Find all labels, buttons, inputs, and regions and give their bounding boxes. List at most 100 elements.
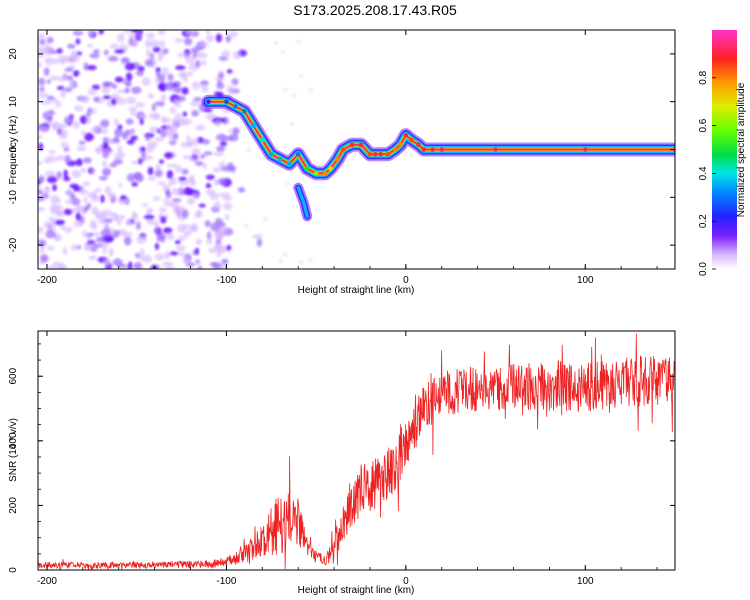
noise-blob <box>157 181 166 186</box>
noise-blob <box>152 196 161 201</box>
noise-blob <box>38 206 46 212</box>
noise-blob <box>193 97 203 102</box>
noise-blob <box>132 39 138 47</box>
noise-blob <box>216 249 221 258</box>
noise-blob <box>176 223 186 233</box>
noise-blob <box>76 145 87 152</box>
noise-blob <box>63 208 73 216</box>
noise-blob <box>75 212 81 222</box>
noise-blob <box>102 160 107 168</box>
noise-blob <box>139 118 144 126</box>
noise-blob <box>185 135 192 140</box>
noise-blob <box>181 87 189 95</box>
noise-blob <box>205 174 215 180</box>
ridge-point <box>313 171 319 176</box>
noise-blob <box>244 224 249 228</box>
noise-blob <box>125 118 134 125</box>
ridge-point <box>278 156 283 162</box>
noise-blob <box>114 76 124 83</box>
noise-blob <box>181 209 189 219</box>
noise-blob <box>79 115 88 125</box>
noise-blob <box>58 123 68 129</box>
noise-blob <box>98 175 108 181</box>
snr-y-axis-label: SNR (10 * v/v) <box>8 418 19 482</box>
noise-blob <box>231 89 237 94</box>
noise-blob <box>38 92 49 98</box>
noise-blob <box>167 73 174 82</box>
noise-blob <box>86 232 95 237</box>
snr-y-tick-label: 600 <box>8 367 19 384</box>
noise-blob <box>169 139 177 146</box>
noise-blob <box>89 219 97 228</box>
ridge-point <box>233 104 238 109</box>
noise-blob <box>225 135 234 142</box>
noise-blob <box>112 230 121 238</box>
noise-blob <box>154 253 165 261</box>
noise-blob <box>44 57 54 66</box>
noise-blob <box>75 38 81 45</box>
noise-blob <box>98 219 106 225</box>
noise-blob <box>98 30 104 35</box>
noise-blob <box>227 165 237 172</box>
noise-blob <box>296 40 301 44</box>
noise-blob <box>40 100 52 105</box>
noise-blob <box>263 217 268 221</box>
spectrogram-y-tick-label: -20 <box>8 237 19 252</box>
noise-blob <box>60 89 67 99</box>
noise-blob <box>228 31 239 38</box>
noise-blob <box>63 176 71 182</box>
ridge-point <box>304 166 310 171</box>
noise-blob <box>102 218 113 224</box>
noise-blob <box>210 222 220 232</box>
noise-blob <box>116 33 125 43</box>
noise-blob <box>181 168 189 175</box>
noise-blob <box>191 148 201 156</box>
noise-blob <box>120 57 130 64</box>
noise-blob <box>123 236 132 246</box>
noise-blob <box>162 227 173 234</box>
ridge-point <box>367 152 373 157</box>
noise-blob <box>38 134 43 139</box>
noise-blob <box>57 262 64 268</box>
noise-blob <box>208 247 217 253</box>
noise-blob <box>71 197 81 206</box>
noise-blob <box>48 110 55 115</box>
ridge-branch-band-2 <box>296 186 309 218</box>
noise-blob <box>200 60 207 66</box>
noise-blob <box>159 215 167 224</box>
noise-blob <box>290 122 295 126</box>
ridge-point <box>403 132 409 138</box>
noise-blob <box>192 138 199 147</box>
snr-x-ticks: -200 -100 0 100 <box>37 331 658 587</box>
noise-blob <box>200 80 209 85</box>
noise-blob <box>39 246 45 254</box>
noise-blob <box>308 88 313 92</box>
noise-blob <box>246 148 251 152</box>
noise-blob <box>182 111 188 117</box>
noise-blob <box>38 61 42 68</box>
noise-blob <box>147 93 155 99</box>
noise-blob <box>153 220 160 228</box>
noise-blob <box>164 152 174 159</box>
noise-blob <box>107 55 119 62</box>
noise-blob <box>39 39 46 46</box>
noise-blob <box>145 32 156 39</box>
noise-blob <box>38 160 43 166</box>
noise-blob <box>157 30 166 36</box>
noise-blob <box>86 65 97 71</box>
noise-blob <box>173 206 182 215</box>
noise-blob <box>38 186 43 195</box>
noise-blob <box>178 251 185 257</box>
ridge-point <box>583 147 588 152</box>
noise-blob <box>222 202 233 211</box>
ridge-point <box>385 152 391 157</box>
noise-blob <box>143 214 155 220</box>
ridge-point <box>295 152 301 157</box>
noise-blob <box>125 72 133 82</box>
noise-blob <box>60 142 70 148</box>
noise-blob <box>76 245 82 250</box>
noise-blob <box>120 195 127 200</box>
noise-blob <box>188 224 194 233</box>
noise-blob <box>173 86 183 94</box>
